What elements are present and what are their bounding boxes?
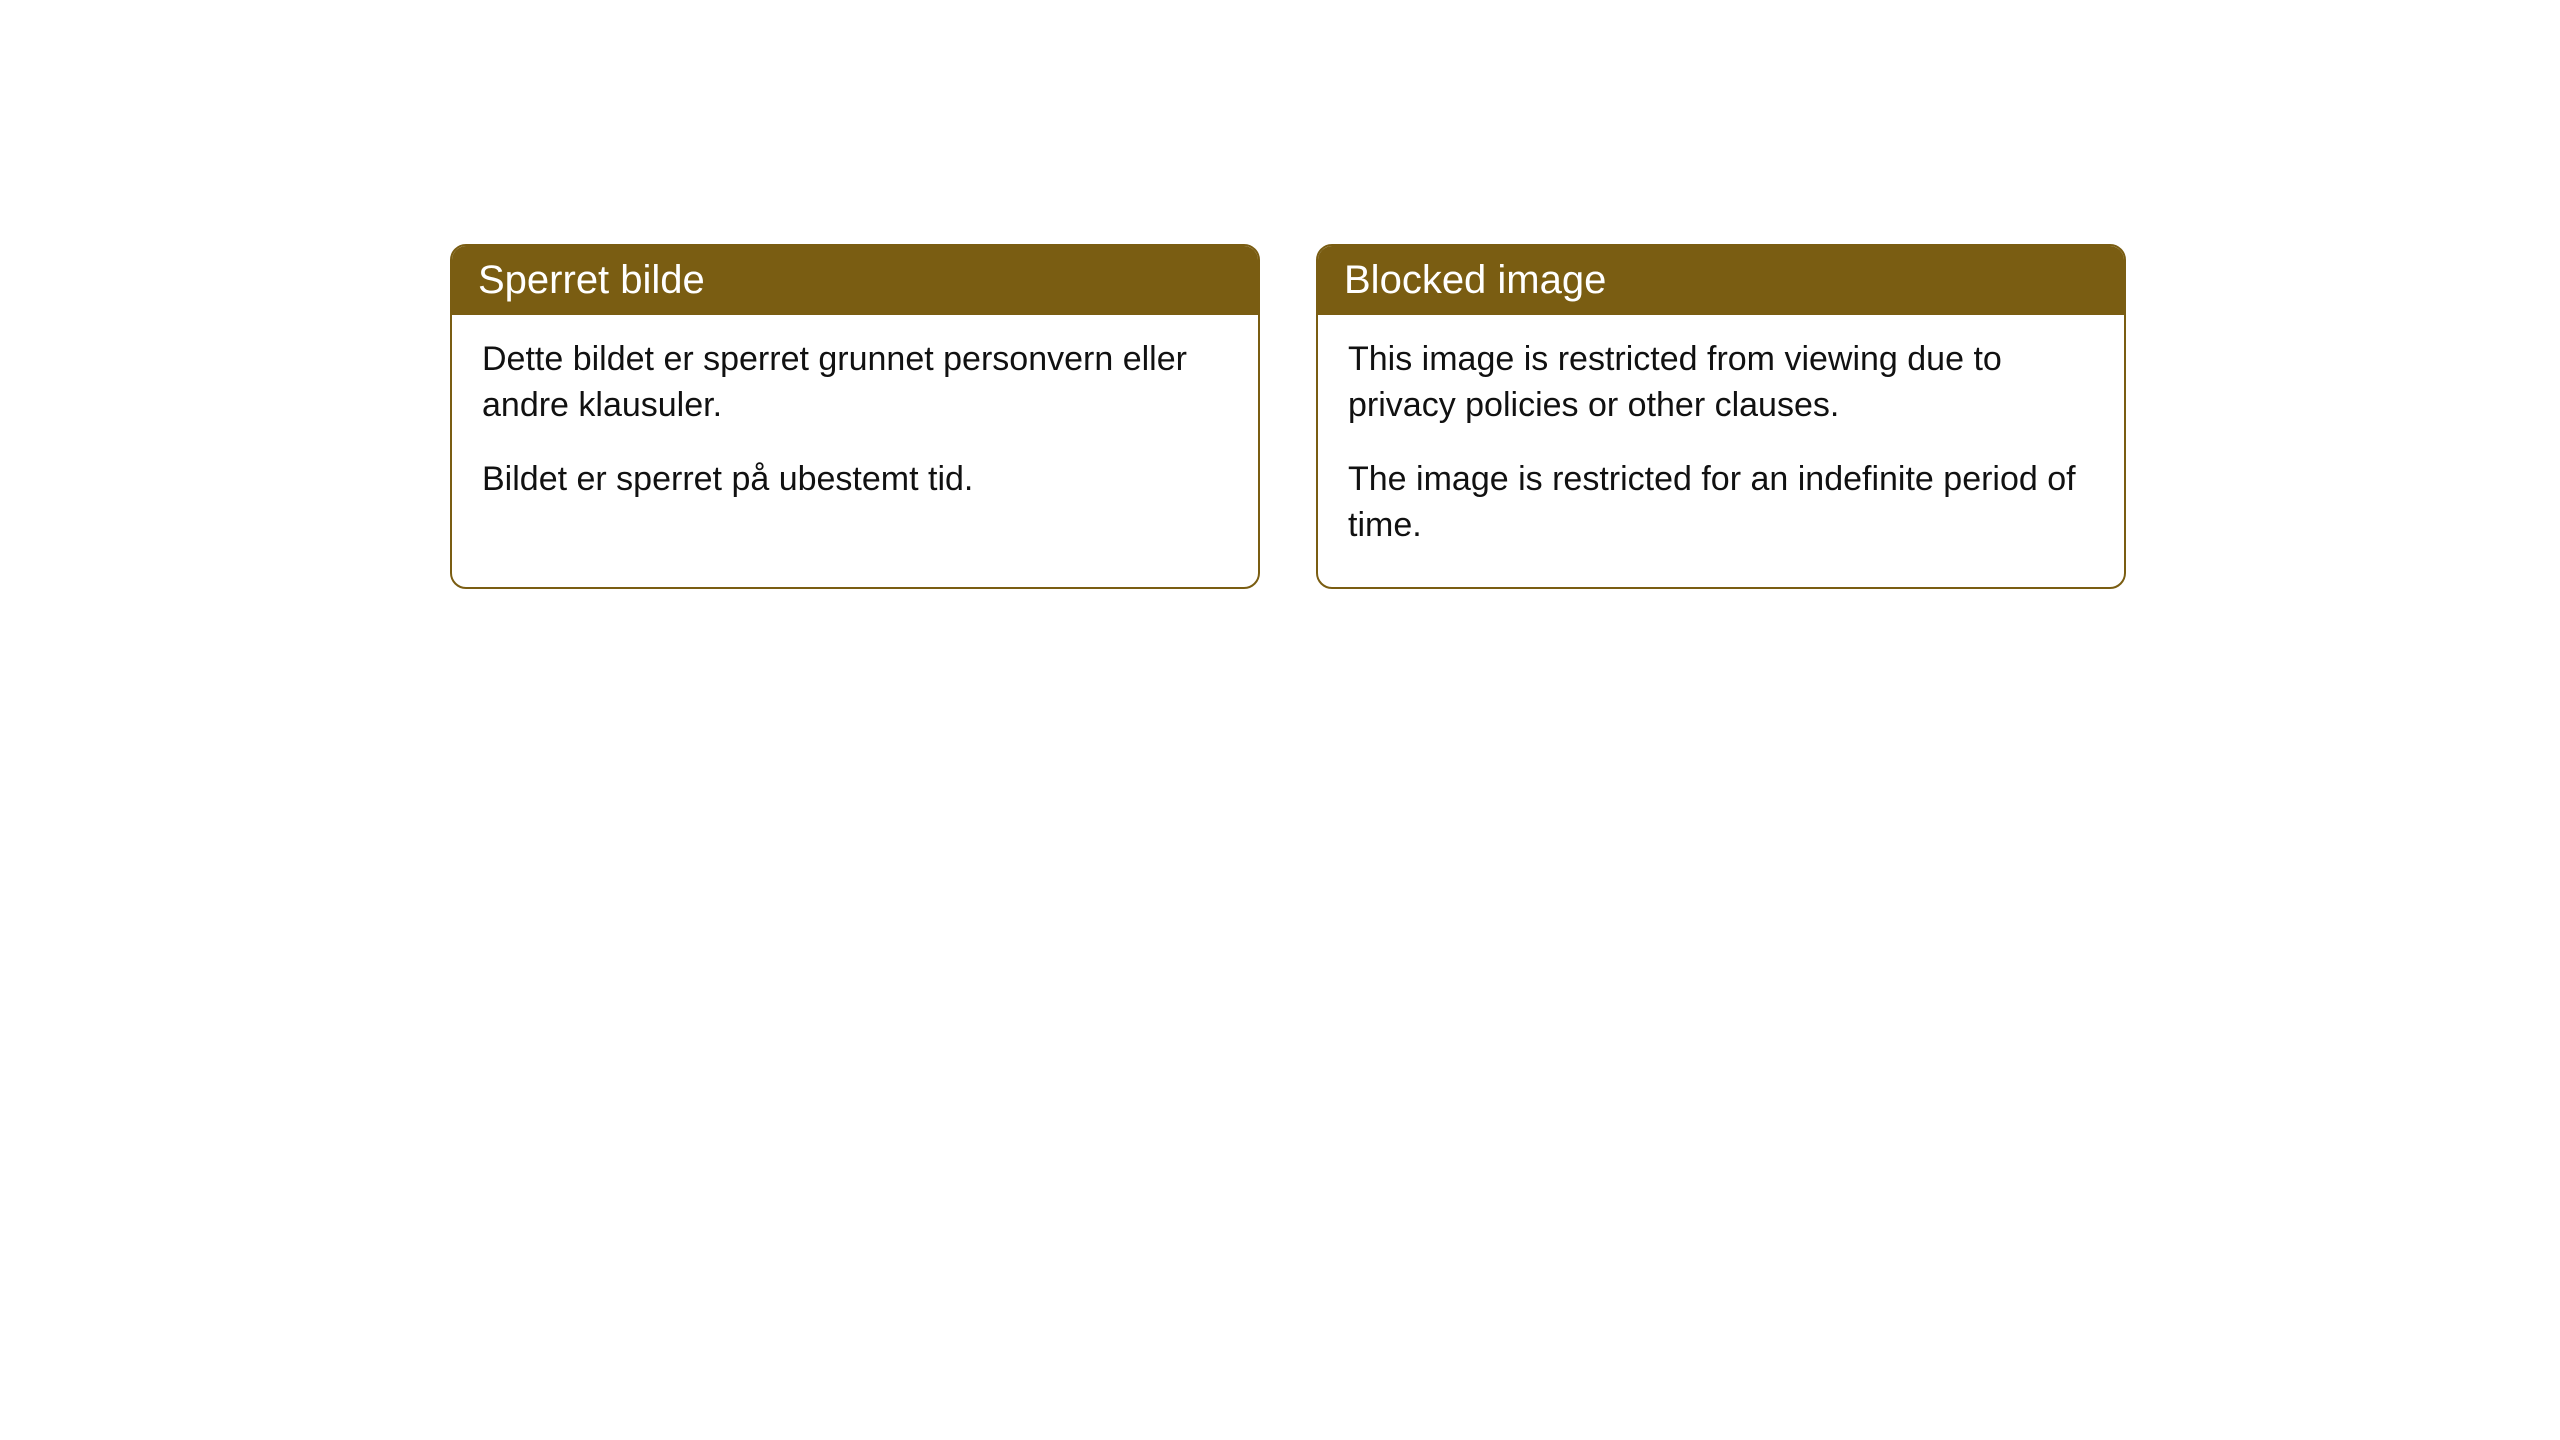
card-body-norwegian: Dette bildet er sperret grunnet personve… bbox=[452, 315, 1258, 541]
card-title: Blocked image bbox=[1344, 258, 1606, 302]
notice-card-english: Blocked image This image is restricted f… bbox=[1316, 244, 2126, 589]
card-title: Sperret bilde bbox=[478, 258, 705, 302]
card-paragraph: This image is restricted from viewing du… bbox=[1348, 337, 2094, 429]
notice-card-norwegian: Sperret bilde Dette bildet er sperret gr… bbox=[450, 244, 1260, 589]
card-header-norwegian: Sperret bilde bbox=[452, 246, 1258, 315]
card-paragraph: Dette bildet er sperret grunnet personve… bbox=[482, 337, 1228, 429]
card-header-english: Blocked image bbox=[1318, 246, 2124, 315]
card-paragraph: Bildet er sperret på ubestemt tid. bbox=[482, 457, 1228, 503]
card-paragraph: The image is restricted for an indefinit… bbox=[1348, 457, 2094, 549]
notice-cards-container: Sperret bilde Dette bildet er sperret gr… bbox=[450, 244, 2126, 589]
card-body-english: This image is restricted from viewing du… bbox=[1318, 315, 2124, 587]
